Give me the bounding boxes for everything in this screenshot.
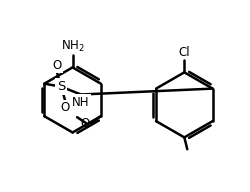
Text: Cl: Cl [178, 46, 190, 59]
Text: O: O [60, 101, 70, 114]
Text: S: S [57, 80, 65, 93]
Text: O: O [81, 117, 90, 130]
Text: NH: NH [72, 95, 90, 108]
Text: NH$_2$: NH$_2$ [61, 39, 84, 54]
Text: O: O [52, 59, 62, 72]
